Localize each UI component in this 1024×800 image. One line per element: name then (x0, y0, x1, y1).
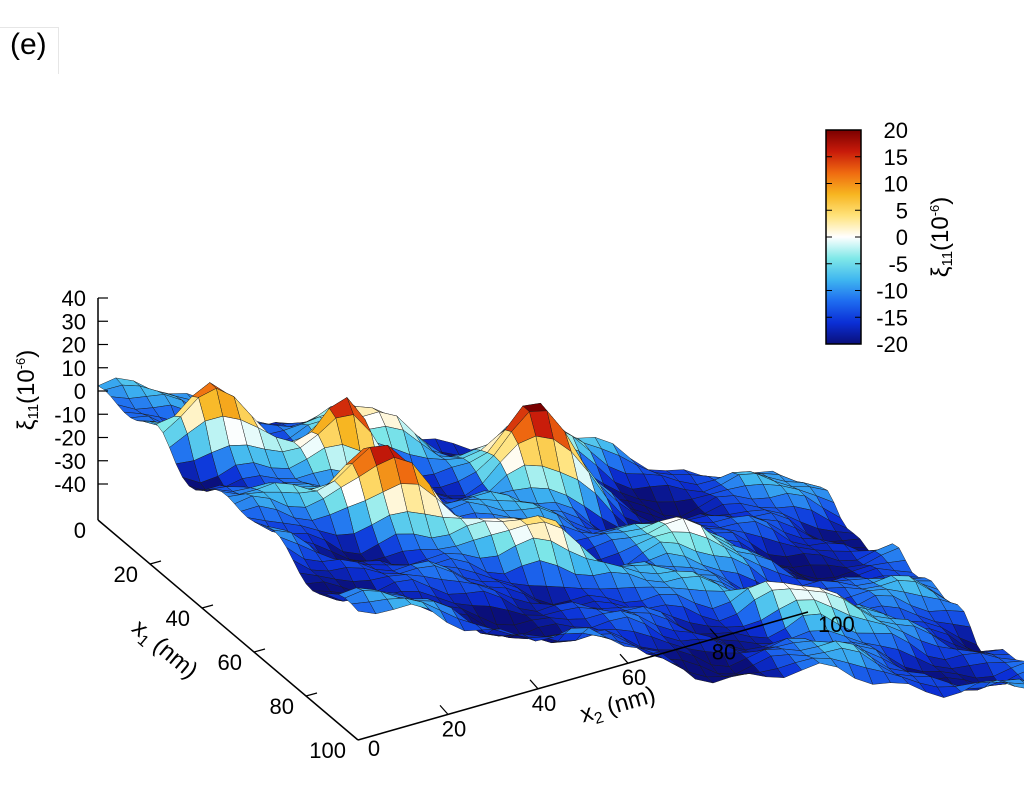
x2-tick-label: 100 (818, 612, 855, 637)
z-axis-title: ξ11(10-6) (13, 350, 42, 431)
surface-mesh (97, 377, 1024, 699)
z-tick-label: -40 (54, 472, 86, 497)
x1-axis-title: x1 (nm) (125, 614, 203, 686)
colorbar-title: ξ11(10-6) (927, 197, 956, 278)
x2-tick-mark (529, 679, 539, 690)
x2-axis-line (357, 611, 809, 741)
z-tick-label: 40 (62, 286, 86, 311)
x1-tick-mark (201, 604, 214, 609)
x1-tick-label: 20 (114, 562, 138, 587)
z-tick-label: 30 (62, 309, 86, 334)
z-tick-label: -30 (54, 449, 86, 474)
panel-label-frame (0, 27, 59, 74)
x1-tick-mark (253, 648, 266, 653)
x1-tick-mark (149, 560, 162, 565)
surface-facet (1008, 682, 1024, 689)
base-axes (97, 298, 809, 741)
panel-label: (e) (10, 28, 47, 61)
x1-tick-label: 0 (74, 518, 86, 543)
x2-tick-label: 20 (442, 716, 466, 741)
x2-tick-mark (439, 705, 449, 715)
colorbar-tick-label: -20 (876, 332, 908, 357)
x2-tick-label: 60 (622, 665, 646, 690)
colorbar-tick-label: 20 (884, 118, 908, 143)
x1-tick-label: 40 (166, 606, 190, 631)
x2-tick-mark (619, 653, 629, 664)
x1-tick-label: 60 (218, 650, 242, 675)
x2-axis-title: x2 (nm) (577, 681, 659, 731)
x2-tick-label: 40 (532, 691, 556, 716)
x2-tick-mark (709, 628, 719, 638)
x1-tick-label: 80 (270, 694, 294, 719)
z-tick-label: 10 (62, 356, 86, 381)
x2-tick-label: 80 (712, 640, 736, 665)
x2-tick-label: 0 (368, 736, 380, 761)
colorbar-tick-label: 5 (896, 198, 908, 223)
colorbar-tick-label: -15 (876, 305, 908, 330)
colorbar-tick-label: -10 (876, 279, 908, 304)
colorbar-tick-label: 10 (884, 172, 908, 197)
z-tick-label: -20 (54, 426, 86, 451)
colorbar-tick-label: -5 (888, 252, 908, 277)
colorbar-tick-label: 0 (896, 225, 908, 250)
z-tick-label: 0 (74, 379, 86, 404)
x1-tick-label: 100 (309, 738, 346, 763)
x1-tick-mark (305, 692, 318, 697)
x1-axis-ticks: 0 20 40 60 80 100 (74, 518, 346, 763)
x2-axis-ticks: 0 20 40 60 80 100 (368, 612, 855, 761)
surface-facet (351, 601, 377, 615)
x1-axis-line (97, 519, 359, 741)
colorbar-tick-label: 15 (884, 145, 908, 170)
z-tick-label: 20 (62, 333, 86, 358)
z-tick-label: -10 (54, 402, 86, 427)
